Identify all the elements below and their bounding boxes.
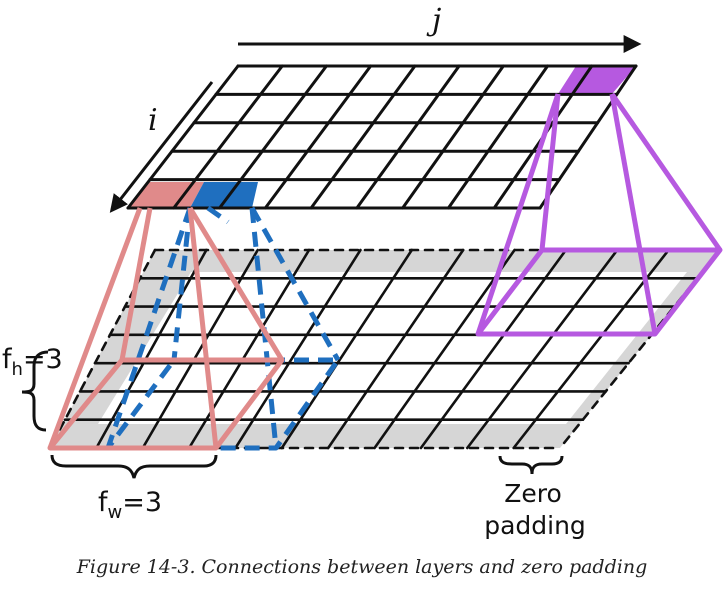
output-cell-red: [128, 182, 204, 208]
fw-brace: [50, 454, 218, 479]
grid-column-line: [309, 64, 417, 210]
fw-label: fw=3: [98, 487, 162, 523]
input-layer: [48, 248, 722, 450]
i-axis-label: i: [148, 103, 158, 138]
zero-padding-label-line2: padding: [484, 511, 586, 540]
grid-column-line: [263, 64, 373, 210]
grid-column-line: [326, 248, 465, 450]
grid-column-line: [126, 64, 240, 210]
grid-column-line: [446, 64, 550, 210]
fh-label: fh=3: [2, 344, 63, 380]
grid-column-line: [465, 248, 619, 450]
grid-column-line: [373, 248, 516, 450]
figure-caption: Figure 14-3. Connections between layers …: [76, 556, 648, 578]
grid-column-line: [538, 64, 638, 210]
grid-column-line: [419, 248, 568, 450]
grid-column-line: [187, 248, 311, 450]
output-cell-purple: [558, 66, 636, 94]
grid-column-line: [355, 64, 461, 210]
grid-column-line: [558, 248, 722, 450]
i-axis-arrow: [109, 81, 214, 213]
output-layer: [126, 64, 638, 210]
zero-padding-brace: [498, 455, 564, 475]
input-layer-core: [98, 272, 687, 424]
grid-column-line: [218, 64, 328, 210]
grid-column-line: [95, 248, 208, 450]
grid-column-line: [172, 64, 284, 210]
fh-brace: [21, 350, 49, 432]
grid-column-line: [234, 248, 362, 450]
grid-column-line: [512, 248, 670, 450]
zero-padding-label-line1: Zero: [504, 479, 562, 508]
output-cell-blue: [190, 182, 258, 208]
grid-column-line: [280, 248, 414, 450]
grid-column-line: [141, 248, 260, 450]
input-grid: [48, 248, 722, 450]
red-receptive-field: [47, 206, 285, 451]
grid-column-line: [401, 64, 505, 210]
j-axis-label: j: [426, 3, 441, 38]
output-grid: [126, 64, 638, 210]
purple-receptive-field: [475, 92, 723, 337]
